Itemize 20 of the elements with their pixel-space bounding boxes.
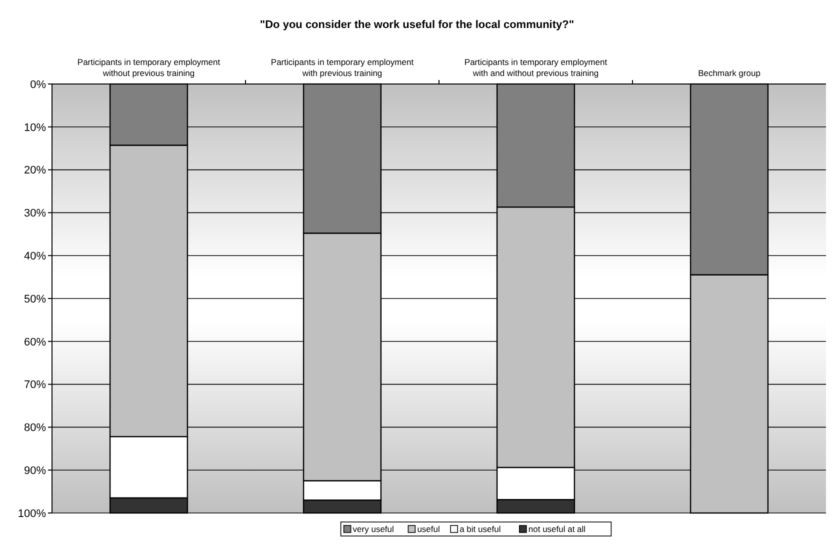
y-tick-label: 100%	[18, 508, 46, 520]
x-tick-label: Participants in temporary employment with previous training	[270, 57, 414, 78]
y-tick-label: 20%	[24, 164, 46, 177]
legend-label: useful	[417, 524, 440, 534]
x-tick-label: Bechmark group	[698, 68, 761, 78]
y-tick-label: 30%	[24, 208, 46, 220]
legend-label: a bit useful	[460, 524, 501, 534]
y-tick-label: 40%	[24, 250, 46, 262]
y-tick-label: 80%	[24, 422, 46, 434]
legend-label: not useful at all	[528, 524, 586, 534]
y-tick-label: 50%	[24, 293, 46, 306]
chart-title: "Do you consider the work useful for the local community?"	[260, 19, 574, 31]
y-tick-label: 60%	[24, 336, 46, 348]
y-tick-label: 70%	[24, 379, 46, 392]
y-tick-label: 10%	[24, 122, 46, 134]
y-tick-label: 90%	[24, 464, 46, 477]
x-tick-label: Participants in temporary employment without previous training	[77, 57, 221, 78]
legend-label: very useful	[352, 524, 394, 534]
y-tick-label: 0%	[30, 78, 46, 91]
x-tick-label: Participants in temporary employment with and without previous training	[464, 57, 608, 78]
